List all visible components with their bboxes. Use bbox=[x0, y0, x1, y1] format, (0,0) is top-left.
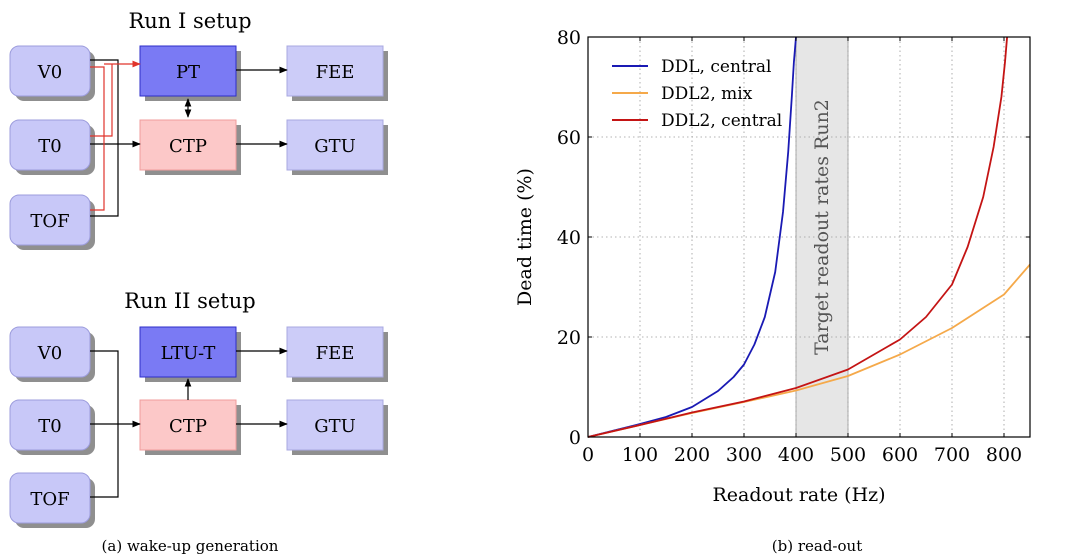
tick-labels: 0 100 200 300 400 500 600 700 800 0 20 40 60 80 bbox=[557, 27, 1022, 466]
run1-diagram: Run I setup V0 T0 TOF PT bbox=[9, 9, 388, 250]
x-tick-label: 100 bbox=[622, 444, 658, 466]
x-tick-label: 400 bbox=[778, 444, 814, 466]
left-caption: (a) wake-up generation bbox=[102, 537, 279, 555]
run2-input-v0: V0 bbox=[9, 326, 91, 378]
series-lines bbox=[587, 36, 1031, 438]
run1-fee-label: FEE bbox=[316, 62, 355, 83]
run2-input-t0: T0 bbox=[9, 399, 91, 451]
run2-diagram: Run II setup V0 T0 TOF LTU-T bbox=[9, 289, 388, 528]
run1-pt-box: PT bbox=[139, 45, 237, 97]
run1-pt-label: PT bbox=[176, 62, 200, 83]
run2-input-tof: TOF bbox=[9, 472, 91, 524]
run2-fee-box: FEE bbox=[286, 326, 384, 378]
run2-wires bbox=[90, 347, 288, 498]
run1-red-wires bbox=[90, 60, 141, 211]
run2-input-t0-label: T0 bbox=[38, 416, 61, 437]
x-tick-label: 800 bbox=[986, 444, 1022, 466]
run1-gtu-box: GTU bbox=[286, 119, 384, 171]
run1-ctp-label: CTP bbox=[169, 136, 207, 157]
y-tick-label: 40 bbox=[557, 227, 581, 249]
x-tick-label: 500 bbox=[830, 444, 866, 466]
run1-input-tof-label: TOF bbox=[30, 211, 69, 232]
run2-title: Run II setup bbox=[124, 289, 255, 313]
run2-ctp-box: CTP bbox=[139, 399, 237, 451]
grid bbox=[588, 37, 1030, 437]
run2-ltu-label: LTU-T bbox=[161, 343, 216, 364]
run2-fee-label: FEE bbox=[316, 343, 355, 364]
run1-ctp-box: CTP bbox=[139, 119, 237, 171]
run1-input-t0: T0 bbox=[9, 119, 91, 171]
y-tick-label: 20 bbox=[557, 327, 581, 349]
tick-marks bbox=[587, 36, 1030, 438]
run2-input-tof-label: TOF bbox=[30, 489, 69, 510]
y-tick-label: 0 bbox=[569, 427, 581, 449]
legend-label-2: DDL2, central bbox=[661, 111, 782, 131]
y-tick-label: 80 bbox=[557, 27, 581, 49]
run1-input-v0: V0 bbox=[9, 45, 91, 97]
run2-ctp-label: CTP bbox=[169, 416, 207, 437]
legend: DDL, central DDL2, mix DDL2, central bbox=[612, 57, 782, 131]
series-line-0 bbox=[587, 36, 797, 438]
run1-gtu-label: GTU bbox=[314, 136, 356, 157]
y-tick-label: 60 bbox=[557, 127, 581, 149]
run1-title: Run I setup bbox=[128, 9, 251, 33]
series-line-2 bbox=[587, 36, 1008, 438]
run1-input-tof: TOF bbox=[9, 194, 91, 246]
x-tick-label: 700 bbox=[934, 444, 970, 466]
run1-fee-box: FEE bbox=[286, 45, 384, 97]
band-label: Target readout rates Run2 bbox=[811, 99, 833, 355]
x-tick-label: 200 bbox=[674, 444, 710, 466]
legend-label-1: DDL2, mix bbox=[661, 84, 753, 104]
x-tick-label: 300 bbox=[726, 444, 762, 466]
y-axis-label: Dead time (%) bbox=[514, 168, 536, 306]
run1-black-wires bbox=[90, 59, 288, 217]
x-tick-label: 600 bbox=[882, 444, 918, 466]
run2-ltu-box: LTU-T bbox=[139, 326, 237, 378]
dead-time-chart: 0 100 200 300 400 500 600 700 800 0 20 40 60 80 Targe… bbox=[514, 27, 1031, 506]
right-caption: (b) read-out bbox=[772, 537, 862, 555]
run2-gtu-box: GTU bbox=[286, 399, 384, 451]
run2-input-v0-label: V0 bbox=[37, 343, 62, 364]
run1-input-t0-label: T0 bbox=[38, 136, 61, 157]
legend-label-0: DDL, central bbox=[661, 57, 771, 77]
run1-input-v0-label: V0 bbox=[37, 62, 62, 83]
x-tick-label: 0 bbox=[582, 444, 594, 466]
x-axis-label: Readout rate (Hz) bbox=[712, 484, 885, 506]
run2-gtu-label: GTU bbox=[314, 416, 356, 437]
